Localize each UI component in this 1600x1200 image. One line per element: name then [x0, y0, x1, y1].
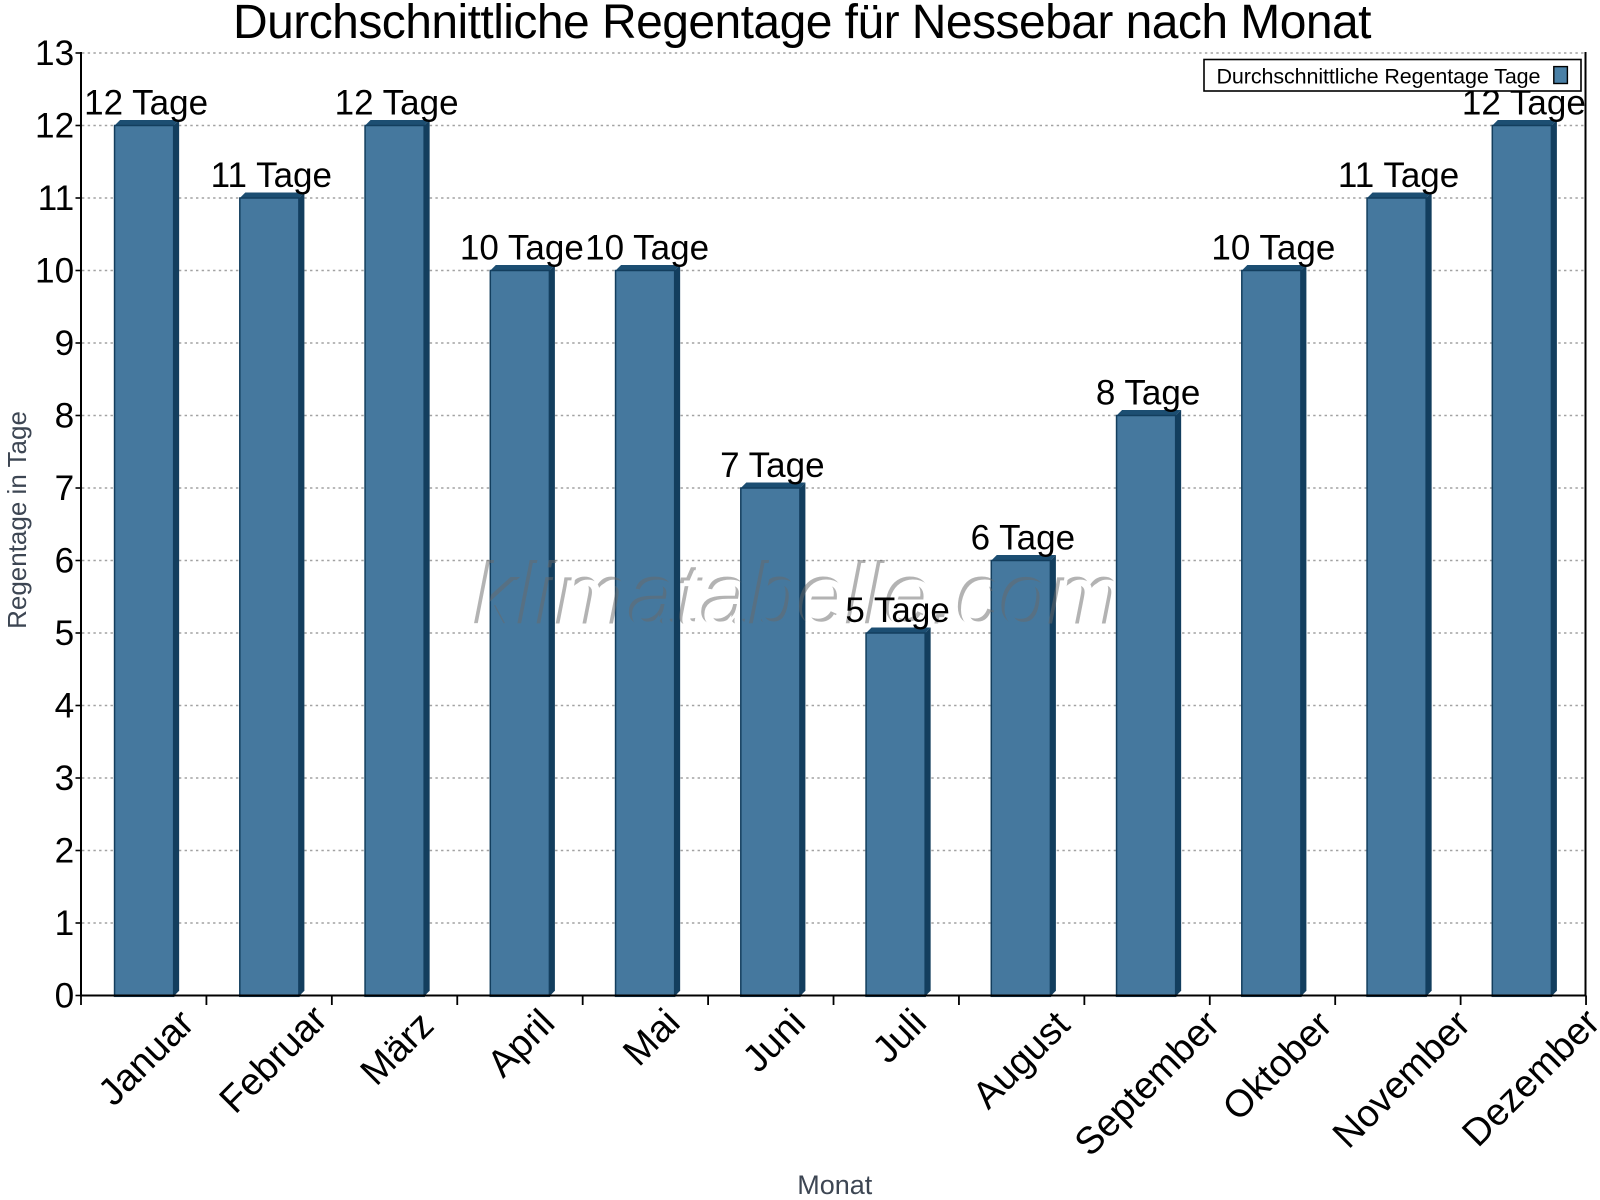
svg-text:9: 9: [55, 324, 75, 363]
svg-text:0: 0: [55, 976, 75, 1015]
svg-text:13: 13: [35, 34, 74, 73]
svg-text:7: 7: [55, 469, 75, 508]
svg-text:10: 10: [35, 251, 74, 290]
svg-text:2: 2: [55, 831, 75, 870]
svg-text:5 Tage: 5 Tage: [845, 591, 949, 630]
svg-text:12 Tage: 12 Tage: [84, 83, 208, 122]
svg-text:12: 12: [35, 106, 74, 145]
svg-text:8 Tage: 8 Tage: [1096, 373, 1200, 412]
svg-text:10 Tage: 10 Tage: [1211, 228, 1335, 267]
svg-text:Durchschnittliche Regentage fü: Durchschnittliche Regentage für Nessebar…: [233, 0, 1371, 49]
svg-text:10 Tage: 10 Tage: [585, 228, 709, 267]
svg-text:7 Tage: 7 Tage: [720, 446, 824, 485]
svg-text:11 Tage: 11 Tage: [211, 156, 332, 195]
svg-text:11: 11: [38, 179, 75, 218]
svg-text:12 Tage: 12 Tage: [335, 83, 459, 122]
svg-text:Durchschnittliche Regentage Ta: Durchschnittliche Regentage Tage: [1217, 64, 1541, 88]
svg-text:8: 8: [55, 396, 75, 435]
svg-text:5: 5: [55, 614, 75, 653]
svg-text:Regentage in Tage: Regentage in Tage: [2, 411, 32, 629]
svg-text:10 Tage: 10 Tage: [460, 228, 584, 267]
svg-text:11 Tage: 11 Tage: [1338, 156, 1459, 195]
svg-text:6: 6: [55, 541, 75, 580]
svg-text:1: 1: [55, 904, 75, 943]
svg-text:3: 3: [55, 759, 75, 798]
svg-text:6 Tage: 6 Tage: [971, 518, 1075, 557]
svg-text:4: 4: [55, 686, 75, 725]
svg-text:Monat: Monat: [797, 1170, 873, 1200]
